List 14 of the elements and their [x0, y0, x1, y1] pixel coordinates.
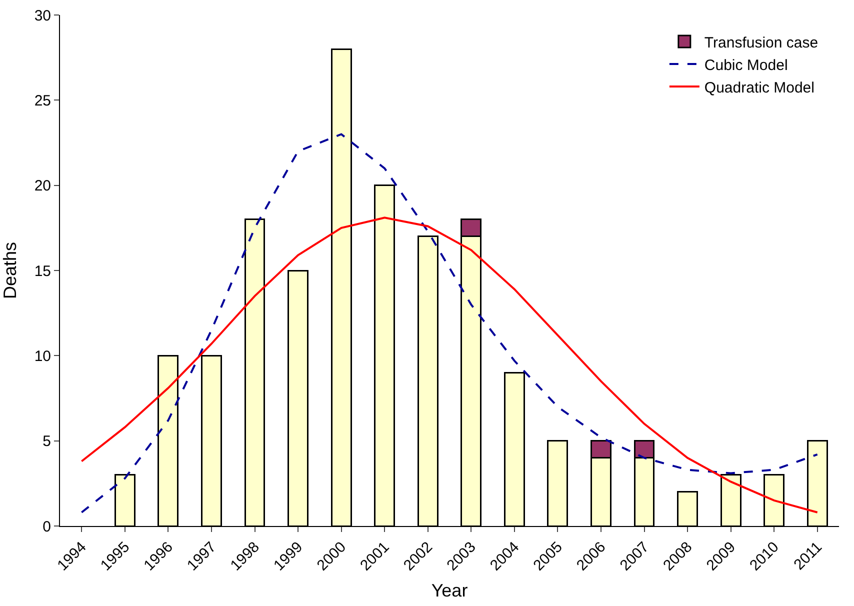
y-tick-label: 15: [34, 262, 51, 280]
line-series: [80, 216, 818, 514]
y-tick-label: 25: [34, 92, 51, 110]
y-tick-label: 5: [42, 433, 51, 450]
legend-label: Quadratic Model: [704, 79, 814, 96]
line-series: [80, 133, 818, 514]
y-tick-label: 0: [42, 518, 51, 536]
y-tick-label: 30: [34, 7, 51, 24]
y-tick-label: 10: [34, 348, 51, 365]
y-tick-label: 20: [34, 178, 51, 195]
y-axis-title: Deaths: [0, 242, 20, 300]
legend-label: Transfusion case: [704, 34, 818, 52]
x-axis-title: Year: [431, 580, 468, 600]
legend-label: Cubic Model: [704, 56, 788, 74]
